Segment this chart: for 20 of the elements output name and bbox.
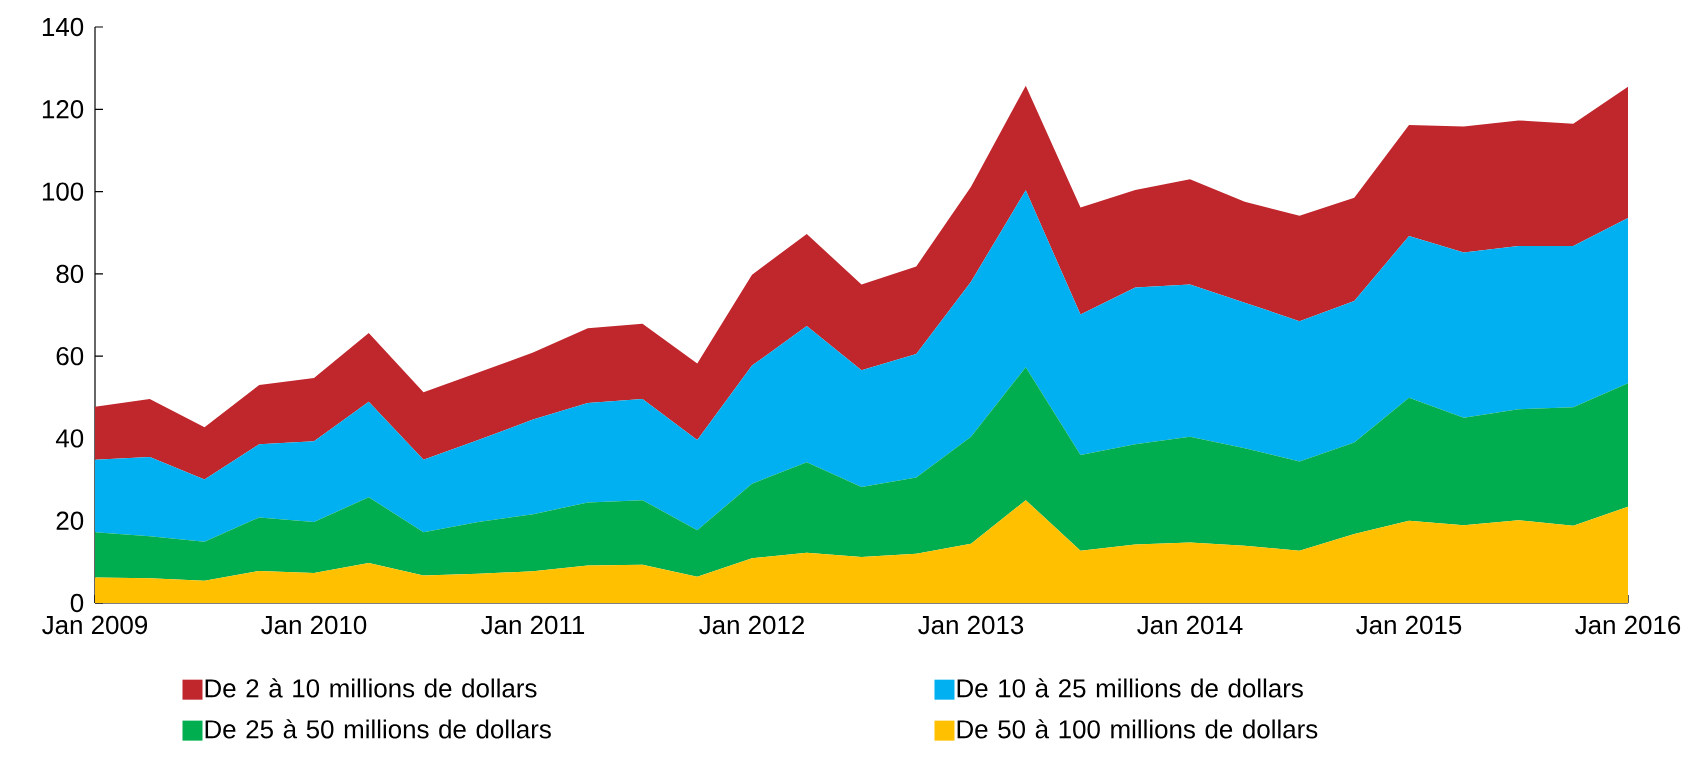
y-tick-label: 80	[56, 264, 84, 284]
legend-label: De 25 à 50 millions de dollars	[205, 719, 551, 739]
x-tick-label: Jan 2016	[1575, 615, 1681, 635]
x-tick-label: Jan 2011	[481, 615, 585, 635]
y-tick-label: 20	[56, 511, 84, 530]
y-tick-label: 120	[42, 100, 84, 119]
x-tick-label: Jan 2013	[918, 615, 1024, 635]
y-tick-label: 40	[55, 429, 84, 448]
x-tick-label: Jan 2015	[1356, 615, 1462, 635]
y-tick-label: 60	[56, 346, 84, 366]
x-tick-label: Jan 2010	[261, 615, 367, 635]
y-tick-label: 100	[42, 182, 84, 201]
y-tick-label: 140	[42, 17, 84, 37]
x-tick-label: Jan 2009	[42, 615, 148, 635]
y-tick-label: 0	[70, 593, 84, 613]
x-tick-label: Jan 2012	[699, 615, 804, 635]
legend-label: De 2 à 10 millions de dollars	[205, 678, 537, 698]
legend-label: De 10 à 25 millions de dollars	[957, 678, 1303, 698]
legend-label: De 50 à 100 millions de dollars	[957, 719, 1318, 739]
x-tick-label: Jan 2014	[1137, 615, 1243, 635]
